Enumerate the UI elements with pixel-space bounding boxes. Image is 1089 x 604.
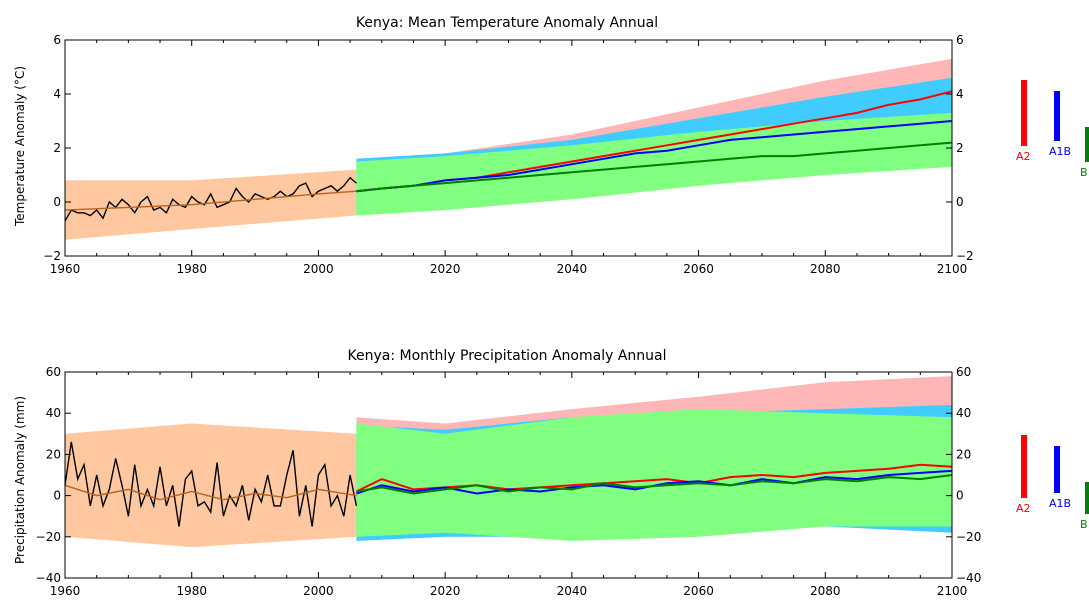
x-tick-label: 2020	[430, 262, 461, 276]
legend-label: A1B	[1049, 145, 1071, 158]
legend-swatch-a1b	[1054, 91, 1060, 141]
x-tick-label: 2060	[683, 584, 714, 598]
x-tick-label: 2000	[303, 262, 334, 276]
y-tick-label: 60	[46, 365, 61, 379]
x-tick-label: 1960	[50, 262, 81, 276]
y-tick-label-right: −20	[956, 530, 981, 544]
y-tick-label: 4	[53, 87, 61, 101]
chart-title: Kenya: Monthly Precipitation Anomaly Ann…	[348, 348, 667, 364]
y-tick-label-right: 40	[956, 406, 971, 420]
y-tick-label: 2	[53, 141, 61, 155]
legend-swatch-a2	[1021, 80, 1027, 146]
y-tick-label-right: 4	[956, 87, 964, 101]
y-tick-label-right: 0	[956, 489, 964, 503]
legend-label: A1B	[1049, 497, 1071, 510]
x-tick-label: 2060	[683, 262, 714, 276]
chart-title: Kenya: Mean Temperature Anomaly Annual	[356, 15, 658, 31]
legend-swatch-b	[1085, 127, 1089, 162]
legend-swatch-b	[1085, 482, 1089, 514]
y-tick-label: −20	[36, 530, 61, 544]
x-tick-label: 2040	[557, 262, 588, 276]
y-tick-label-right: −2	[956, 249, 974, 263]
x-tick-label: 2100	[937, 584, 968, 598]
y-tick-label: −40	[36, 571, 61, 585]
y-tick-label-right: 6	[956, 33, 964, 47]
y-tick-label-right: −40	[956, 571, 981, 585]
legend-label: B	[1080, 166, 1088, 179]
x-tick-label: 1960	[50, 584, 81, 598]
uncertainty-band-0	[65, 424, 356, 548]
x-tick-label: 2000	[303, 584, 334, 598]
x-tick-label: 2080	[810, 584, 841, 598]
y-axis-label: Temperature Anomaly (°C)	[13, 66, 27, 227]
y-tick-label: 6	[53, 33, 61, 47]
x-tick-label: 2020	[430, 584, 461, 598]
x-tick-label: 2040	[557, 584, 588, 598]
legend-label: A2	[1016, 150, 1031, 163]
y-tick-label-right: 2	[956, 141, 964, 155]
x-tick-label: 2100	[937, 262, 968, 276]
y-tick-label: 20	[46, 447, 61, 461]
y-tick-label: 0	[53, 489, 61, 503]
y-tick-label: 40	[46, 406, 61, 420]
y-tick-label: −2	[43, 249, 61, 263]
legend-label: A2	[1016, 502, 1031, 515]
precipitation-chart: Kenya: Monthly Precipitation Anomaly Ann…	[13, 348, 1089, 598]
y-tick-label-right: 60	[956, 365, 971, 379]
x-tick-label: 1980	[176, 262, 207, 276]
legend-swatch-a2	[1021, 435, 1027, 498]
y-tick-label: 0	[53, 195, 61, 209]
temperature-chart: Kenya: Mean Temperature Anomaly Annual T…	[13, 15, 1089, 276]
x-tick-label: 1980	[176, 584, 207, 598]
legend-swatch-a1b	[1054, 446, 1060, 493]
x-tick-label: 2080	[810, 262, 841, 276]
y-axis-label: Precipitation Anomaly (mm)	[13, 396, 27, 564]
y-tick-label-right: 0	[956, 195, 964, 209]
legend-label: B	[1080, 518, 1088, 531]
y-tick-label-right: 20	[956, 447, 971, 461]
